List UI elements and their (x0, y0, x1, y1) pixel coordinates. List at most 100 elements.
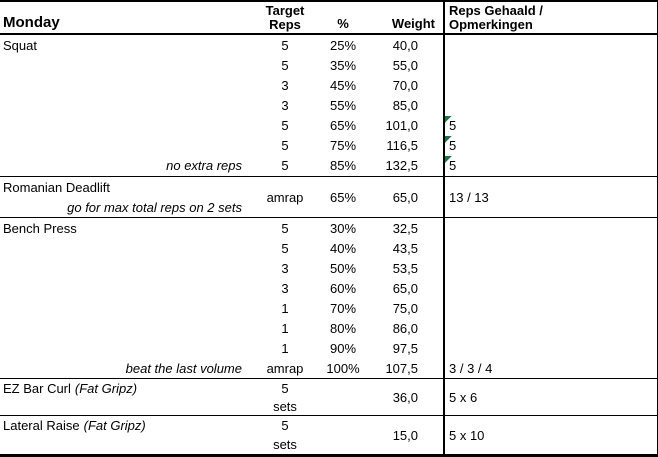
reps-cell[interactable]: 5 (281, 118, 289, 134)
reps-cell[interactable]: 5 (281, 240, 289, 256)
weight-cell[interactable]: 36,0 (392, 389, 418, 405)
weight-cell[interactable]: 101,0 (385, 118, 418, 134)
reps-cell[interactable]: 5 (281, 380, 289, 396)
weight-cell[interactable]: 40,0 (392, 37, 418, 53)
pct-cell[interactable]: 40% (329, 240, 357, 256)
reps-cell[interactable]: 5 (281, 57, 289, 73)
result-cell[interactable] (443, 55, 658, 76)
weight-cell[interactable]: 116,5 (386, 138, 418, 154)
result-cell[interactable] (443, 35, 658, 56)
reps-cell[interactable]: 3 (281, 280, 289, 296)
weight-cell[interactable]: 75,0 (392, 300, 418, 316)
pct-cell[interactable]: 25% (329, 37, 357, 53)
result-cell[interactable]: 5 (443, 135, 658, 156)
weight-cell[interactable]: 43,5 (392, 240, 418, 256)
result-cell[interactable] (443, 278, 658, 298)
weight-cell[interactable]: 32,5 (392, 220, 418, 236)
result-cell[interactable] (443, 75, 658, 96)
pct-cell[interactable]: 80% (329, 320, 357, 336)
reps-cell[interactable]: 5 (281, 37, 289, 53)
empty-cell[interactable] (0, 95, 250, 115)
sets-cell[interactable]: sets (273, 398, 297, 414)
weight-column-header: Weight (391, 16, 435, 31)
empty-cell[interactable] (0, 116, 250, 136)
pct-cell[interactable]: 100% (326, 360, 360, 376)
note-cell[interactable]: no extra reps (166, 158, 242, 174)
empty-cell[interactable] (0, 338, 250, 358)
reps-cell[interactable]: amrap (266, 360, 304, 376)
result-cell[interactable] (443, 258, 658, 278)
result-cell[interactable] (443, 318, 658, 338)
reps-cell[interactable]: 5 (281, 418, 289, 433)
exercise-cell[interactable]: Romanian Deadlift (3, 179, 110, 195)
result-column-header: Reps Gehaald / Opmerkingen (443, 2, 658, 33)
pct-cell[interactable]: 90% (329, 340, 357, 356)
reps-cell[interactable]: 3 (281, 260, 289, 276)
empty-cell[interactable] (0, 55, 250, 75)
empty-cell[interactable] (0, 136, 250, 156)
result-value: 5 (449, 118, 457, 134)
weight-cell[interactable]: 53,5 (392, 260, 418, 276)
exercise-cell[interactable]: Lateral Raise (Fat Gripz) (0, 416, 250, 435)
weight-cell[interactable]: 97,5 (392, 340, 418, 356)
reps-cell[interactable]: 5 (281, 158, 289, 174)
result-header-line1: Reps Gehaald / (449, 3, 543, 18)
pct-cell[interactable]: 50% (329, 260, 357, 276)
empty-cell[interactable] (0, 298, 250, 318)
pct-cell[interactable]: 60% (329, 280, 357, 296)
percent-column-header: % (337, 16, 349, 31)
exercise-name-suffix: (Fat Gripz) (74, 380, 138, 396)
weight-cell[interactable]: 70,0 (392, 77, 418, 93)
result-cell[interactable] (443, 338, 658, 358)
pct-cell[interactable]: 35% (329, 57, 357, 73)
empty-cell[interactable] (0, 238, 250, 258)
result-cell[interactable] (443, 238, 658, 258)
pct-cell[interactable]: 45% (329, 77, 357, 93)
weight-cell[interactable]: 65,0 (392, 280, 418, 296)
weight-cell[interactable]: 107,5 (385, 360, 418, 376)
result-cell[interactable] (443, 218, 658, 238)
reps-cell[interactable]: 1 (281, 340, 289, 356)
reps-cell[interactable]: 1 (281, 320, 289, 336)
exercise-cell[interactable]: EZ Bar Curl (Fat Gripz) (0, 379, 250, 397)
target-reps-column-header: Target Reps (250, 2, 320, 33)
result-cell[interactable]: 5 x 6 (443, 379, 658, 415)
reps-cell[interactable]: 5 (281, 220, 289, 236)
result-cell[interactable]: 5 (443, 155, 658, 176)
pct-cell[interactable]: 65% (329, 189, 357, 205)
reps-cell[interactable]: amrap (266, 189, 304, 205)
weight-cell[interactable]: 55,0 (392, 57, 418, 73)
result-cell[interactable] (443, 95, 658, 116)
reps-cell[interactable]: 1 (281, 300, 289, 316)
pct-cell[interactable]: 30% (329, 220, 357, 236)
empty-cell[interactable] (0, 258, 250, 278)
weight-cell[interactable]: 132,5 (385, 158, 418, 174)
weight-cell[interactable]: 86,0 (392, 320, 418, 336)
weight-cell[interactable]: 15,0 (392, 427, 418, 443)
pct-cell[interactable]: 85% (329, 158, 357, 174)
exercise-cell[interactable]: Squat (3, 37, 37, 53)
weight-cell[interactable]: 65,0 (392, 189, 418, 205)
result-cell[interactable] (443, 298, 658, 318)
weight-cell[interactable]: 85,0 (392, 97, 418, 113)
empty-cell[interactable] (0, 318, 250, 338)
romanian-deadlift-section: Romanian Deadlift go for max total reps … (0, 177, 658, 218)
exercise-cell[interactable]: Bench Press (3, 220, 77, 236)
note-cell[interactable]: go for max total reps on 2 sets (67, 199, 242, 215)
pct-cell[interactable]: 75% (329, 138, 357, 154)
reps-cell[interactable]: 3 (281, 77, 289, 93)
pct-cell[interactable]: 65% (329, 118, 357, 134)
sets-cell[interactable]: sets (273, 437, 297, 452)
reps-cell[interactable]: 5 (281, 138, 289, 154)
empty-cell[interactable] (0, 278, 250, 298)
pct-cell[interactable]: 55% (329, 97, 357, 113)
empty-cell[interactable] (0, 75, 250, 95)
pct-cell[interactable]: 70% (329, 300, 357, 316)
note-cell[interactable]: beat the last volume (125, 360, 242, 376)
result-cell[interactable]: 13 / 13 (443, 177, 658, 217)
result-cell[interactable]: 5 (443, 115, 658, 136)
reps-cell[interactable]: 3 (281, 97, 289, 113)
result-value: 5 (449, 138, 457, 154)
result-cell[interactable]: 5 x 10 (443, 416, 658, 454)
result-cell[interactable]: 3 / 3 / 4 (443, 358, 658, 378)
